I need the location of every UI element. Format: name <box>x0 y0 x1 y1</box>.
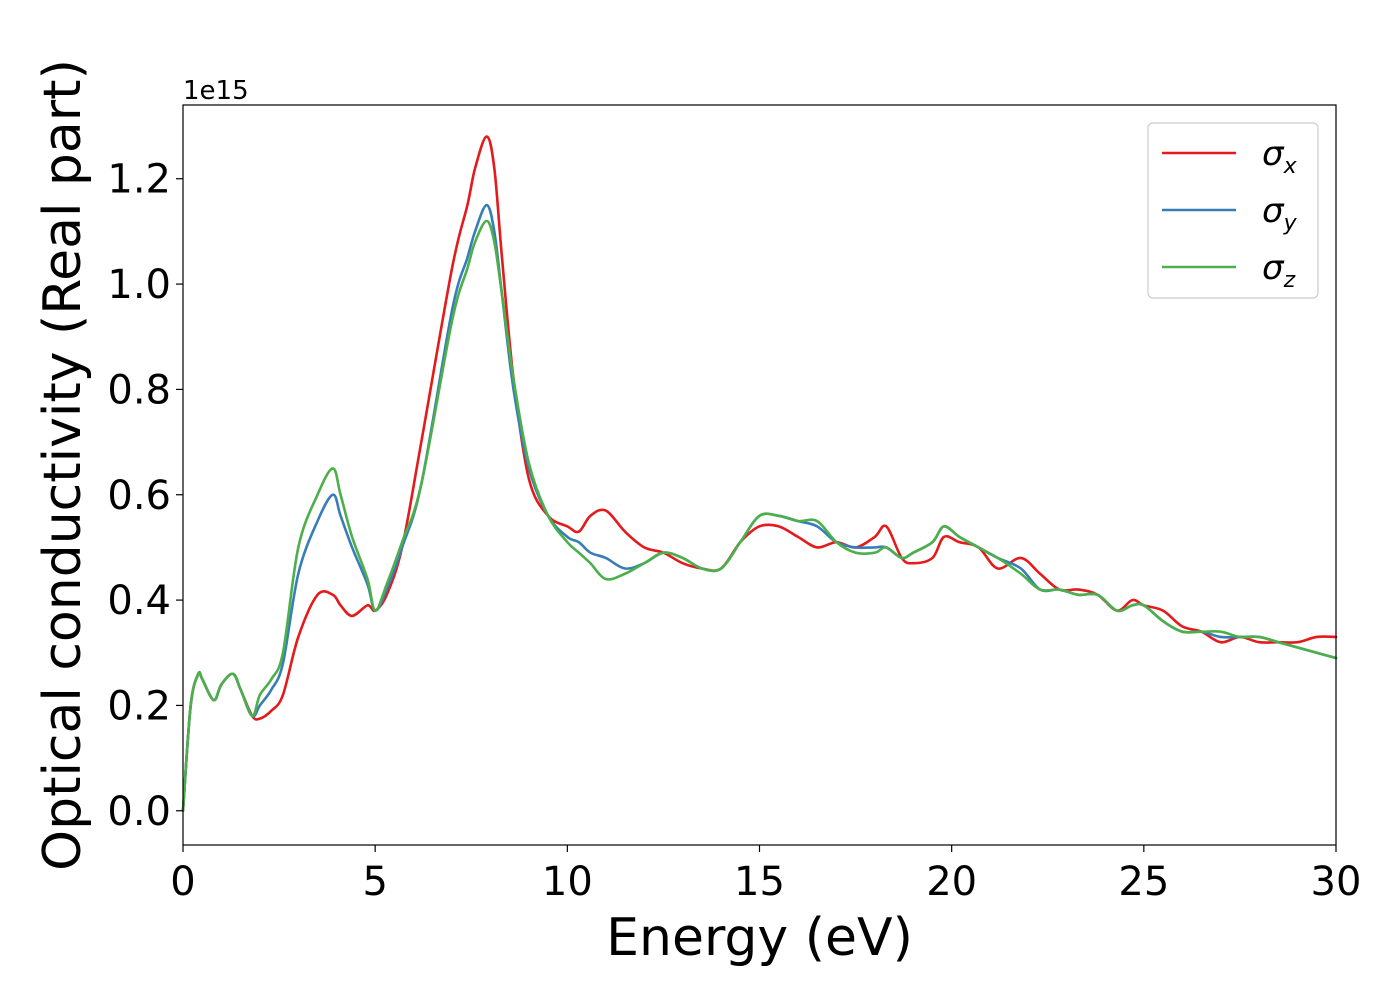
x-tick-label: 10 <box>542 859 593 905</box>
x-axis: 0 5 10 15 20 25 30 <box>170 845 1361 905</box>
y-tick-label: 0.0 <box>107 789 171 835</box>
y-tick-label: 1.2 <box>107 157 171 203</box>
x-axis-title: Energy (eV) <box>606 908 913 968</box>
y-axis-title: Optical conductivity (Real part) <box>33 59 93 871</box>
x-tick-label: 15 <box>734 859 785 905</box>
legend-label: σx <box>1262 134 1298 179</box>
x-tick-label: 0 <box>170 859 195 905</box>
series-layer <box>181 135 1338 813</box>
legend-label: σz <box>1262 248 1296 293</box>
x-tick-label: 30 <box>1311 859 1362 905</box>
y-tick-label: 0.2 <box>107 683 171 729</box>
legend-item-y: σy <box>1162 191 1298 236</box>
legend-item-z: σz <box>1162 248 1296 293</box>
series-line-z <box>181 219 1338 813</box>
y-axis: 0.0 0.2 0.4 0.6 0.8 1.0 1.2 <box>107 157 183 835</box>
legend-label: σy <box>1262 191 1298 236</box>
x-tick-label: 20 <box>926 859 977 905</box>
y-tick-label: 0.6 <box>107 473 171 519</box>
x-tick-label: 25 <box>1118 859 1169 905</box>
legend-item-x: σx <box>1162 134 1298 179</box>
y-tick-label: 0.8 <box>107 367 171 413</box>
y-offset-label: 1e15 <box>183 76 249 106</box>
legend: σx σy σz <box>1147 122 1319 299</box>
y-tick-label: 1.0 <box>107 262 171 308</box>
x-tick-label: 5 <box>362 859 387 905</box>
y-tick-label: 0.4 <box>107 578 171 624</box>
